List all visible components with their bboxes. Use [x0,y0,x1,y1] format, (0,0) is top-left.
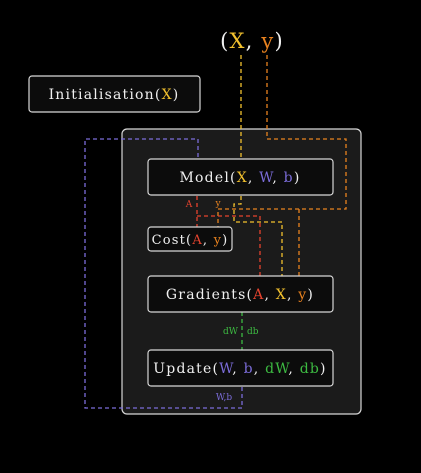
cost-sep: , [203,233,214,248]
model-close: ) [294,170,301,186]
a-to-gradients-line [197,215,261,276]
model-label: Model(X, W, b) [180,170,301,186]
initialisation-label: Initialisation(X) [49,87,180,103]
update-close: ) [320,361,327,377]
model-open: ( [230,170,237,186]
update-sep2: , [254,361,265,377]
x-to-gradients-line [233,196,283,276]
model-x: X [237,170,248,186]
update-open: ( [212,361,219,377]
update-w: W [219,361,234,377]
model-sep1: , [248,170,259,186]
gradients-open: ( [247,287,254,303]
gradients-y: y [297,287,307,303]
input-y: y [260,29,274,53]
cost-open: ( [186,233,192,248]
cost-close: ) [222,233,228,248]
init-name: Initialisation [49,87,155,103]
gradients-close: ) [307,287,314,303]
annotation-dw: dW [223,327,239,337]
cost-name: Cost [152,233,186,248]
gradients-sep2: , [287,287,298,303]
annotation-db: db [247,327,259,337]
input-label: (X, y) [220,29,284,53]
initialisation-box [28,75,201,113]
gradients-name: Gradients [166,287,247,303]
gradients-x: X [276,287,287,303]
update-b: b [244,361,254,377]
annotation-wb: W,b [216,393,233,403]
model-box [147,158,334,196]
cost-label: Cost(A, y) [152,233,229,248]
init-x: X [162,87,173,103]
update-box [147,349,334,387]
gradients-label: Gradients(A, X, y) [166,287,314,303]
y-input-line [217,55,347,229]
init-open: ( [155,87,162,103]
input-space [254,29,262,53]
gradients-a: A [252,287,264,303]
model-name: Model [180,170,231,186]
wb-feedback-loop-line [84,138,243,409]
update-sep1: , [232,361,243,377]
annotation-y: y [214,199,221,209]
model-b: b [284,170,294,186]
gradients-sep1: , [264,287,275,303]
update-name: Update [153,361,212,377]
cost-y: y [213,233,223,248]
gradients-box [147,275,334,313]
input-open: ( [220,29,229,53]
update-dw: dW [265,361,290,377]
model-sep2: , [272,170,283,186]
update-label: Update(W, b, dW, db) [153,361,326,377]
annotation-a: A [185,200,193,210]
cost-box [147,226,233,252]
input-close: ) [275,29,284,53]
input-comma: , [246,29,254,53]
cost-a: A [191,233,203,248]
model-w: W [259,170,274,186]
input-x: X [229,29,245,53]
update-db: db [300,361,320,377]
update-sep3: , [288,361,299,377]
init-close: ) [173,87,180,103]
